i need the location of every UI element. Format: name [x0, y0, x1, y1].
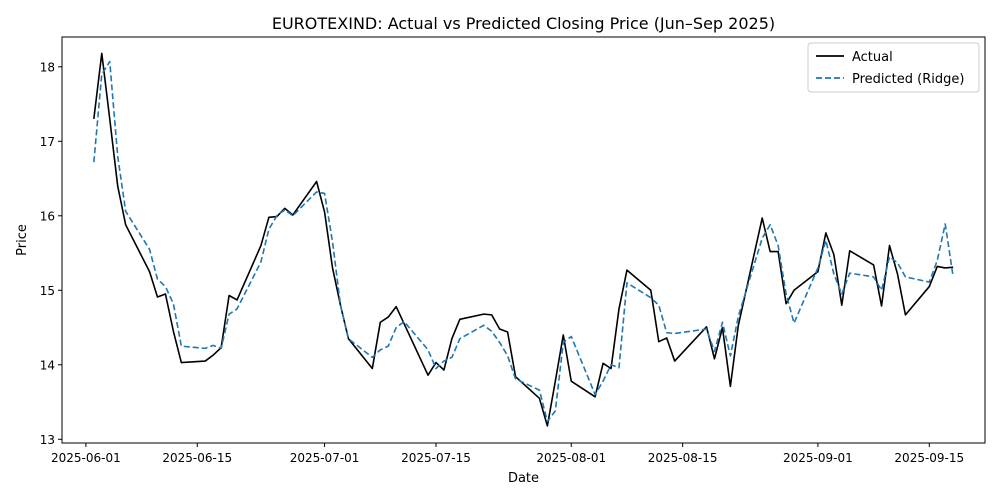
x-tick-label: 2025-09-15: [894, 451, 964, 465]
x-tick-label: 2025-07-01: [290, 451, 360, 465]
y-tick-label: 18: [40, 60, 55, 74]
y-tick-label: 15: [40, 284, 55, 298]
x-tick-label: 2025-08-15: [648, 451, 718, 465]
legend-box: [807, 42, 980, 93]
y-tick-label: 16: [40, 209, 55, 223]
legend-label-actual: Actual: [852, 50, 893, 65]
x-tick-label: 2025-08-01: [536, 451, 606, 465]
x-tick-label: 2025-06-15: [162, 451, 232, 465]
x-tick-label: 2025-06-01: [51, 451, 121, 465]
series-line-predicted: [93, 60, 954, 423]
legend-label-predicted: Predicted (Ridge): [852, 72, 964, 87]
y-axis-label: Price: [15, 224, 30, 256]
legend: Actual Predicted (Ridge): [807, 42, 980, 93]
x-axis-label: Date: [508, 471, 539, 486]
x-tick-label: 2025-07-15: [401, 451, 471, 465]
y-tick-label: 14: [40, 358, 55, 372]
series-line-actual: [93, 52, 954, 427]
y-tick-label: 13: [40, 433, 55, 447]
y-tick-label: 17: [40, 135, 55, 149]
x-tick-label: 2025-09-01: [783, 451, 853, 465]
chart-title: EUROTEXIND: Actual vs Predicted Closing …: [272, 14, 775, 33]
plot-frame: [61, 36, 986, 444]
plot-area: 2025-06-01 2025-06-15 2025-07-01 2025-07-15…: [40, 36, 986, 465]
